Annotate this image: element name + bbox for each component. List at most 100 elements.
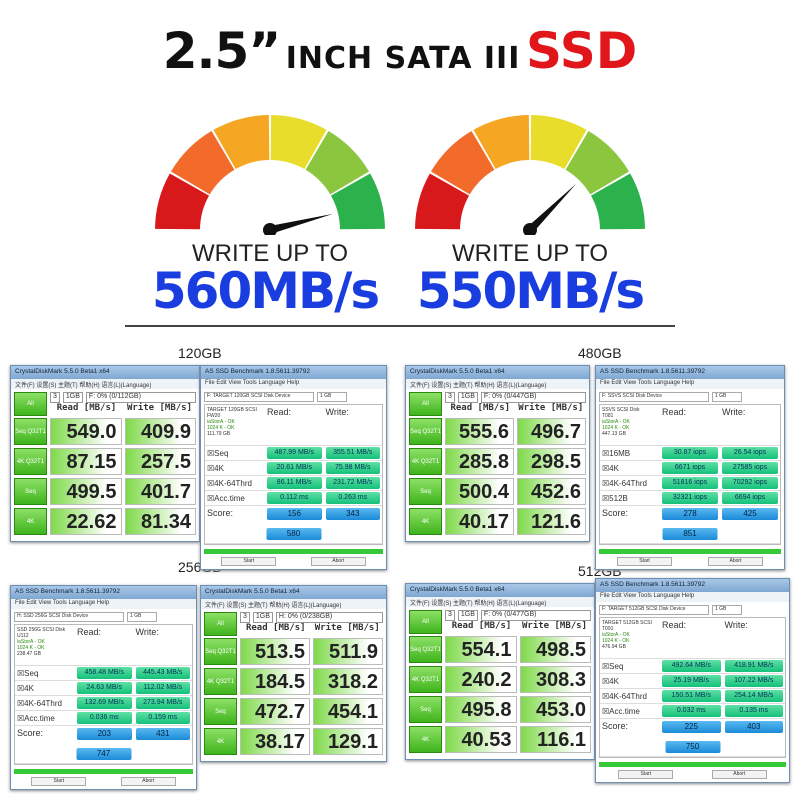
test-button[interactable]: 4K Q32T1	[409, 666, 442, 693]
test-button[interactable]: 4K	[409, 508, 442, 535]
menu-bar[interactable]: 文件(F) 设置(S) 主题(T) 帮助(H) 语言(L)(Language)	[201, 599, 386, 609]
count-select[interactable]: 3	[50, 392, 60, 403]
checkbox-icon[interactable]: ☒	[602, 478, 610, 488]
abort-button[interactable]: Abort	[708, 557, 763, 566]
test-button[interactable]: 4K	[14, 508, 47, 535]
test-checkbox[interactable]: ☒ 4K-64Thrd	[600, 476, 660, 490]
abort-button[interactable]: Abort	[310, 557, 366, 566]
test-checkbox[interactable]: ☒ Acc.time	[600, 704, 660, 718]
test-button[interactable]: Seq	[409, 478, 442, 505]
drive-select[interactable]: F: SSVS SCSI Disk Device	[599, 392, 709, 402]
device-info-line: iaStorA - OK	[207, 419, 235, 425]
test-checkbox[interactable]: ☒ 512B	[600, 491, 660, 505]
checkbox-icon[interactable]: ☒	[602, 661, 610, 671]
drive-select[interactable]: H: SSD 256G SCSI Disk Device	[14, 612, 124, 622]
checkbox-icon[interactable]: ☒	[17, 698, 25, 708]
all-button[interactable]: All	[409, 610, 442, 634]
test-checkbox[interactable]: ☒ Acc.time	[205, 491, 265, 505]
checkbox-icon[interactable]: ☒	[17, 683, 25, 693]
result-row: Seq 472.7 454.1	[204, 698, 383, 725]
test-checkbox[interactable]: ☒ 4K	[600, 674, 660, 688]
menu-bar[interactable]: File Edit View Tools Language Help	[201, 379, 386, 389]
test-name: Seq	[24, 668, 39, 678]
size-select[interactable]: 1 GB	[712, 605, 742, 615]
start-button[interactable]: Start	[221, 557, 277, 566]
menu-bar[interactable]: 文件(F) 设置(S) 主题(T) 帮助(H) 语言(L)(Language)	[406, 379, 589, 389]
checkbox-icon[interactable]: ☒	[17, 713, 25, 723]
size-select[interactable]: 1GB	[457, 392, 478, 403]
test-checkbox[interactable]: ☒ 4K	[600, 461, 660, 475]
size-select[interactable]: 1 GB	[317, 392, 347, 402]
drive-select[interactable]: F: TARGET 120GB SCSI Disk Device	[204, 392, 314, 402]
checkbox-icon[interactable]: ☒	[17, 668, 25, 678]
abort-button[interactable]: Abort	[711, 770, 767, 779]
write-value: 453.0	[519, 696, 591, 723]
size-select[interactable]: 1GB	[62, 392, 83, 403]
test-checkbox[interactable]: ☒ Acc.time	[15, 711, 75, 725]
drive-select[interactable]: H: 0% (0/238GB)	[275, 612, 383, 623]
checkbox-icon[interactable]: ☒	[207, 493, 215, 503]
test-button[interactable]: 4K	[409, 726, 442, 753]
test-button[interactable]: 4K Q32T1	[204, 668, 237, 695]
drive-select[interactable]: F: TARGET 512GB SCSI Disk Device	[599, 605, 709, 615]
count-select[interactable]: 3	[240, 612, 250, 623]
size-select[interactable]: 1GB	[457, 610, 478, 621]
menu-bar[interactable]: File Edit View Tools Language Help	[11, 599, 196, 609]
size-select[interactable]: 1 GB	[712, 392, 742, 402]
test-button[interactable]: 4K Q32T1	[409, 448, 442, 475]
checkbox-icon[interactable]: ☒	[207, 448, 215, 458]
start-button[interactable]: Start	[31, 777, 87, 786]
result-row: 4K Q32T1 184.5 318.2	[204, 668, 383, 695]
column-headers: Read [MB/s] Write [MB/s]	[50, 403, 196, 416]
write-value: 121.6	[517, 508, 586, 535]
device-info: TARGET 512GB SCSI T091 iaStorA - OK 1024 K …	[600, 618, 660, 658]
test-button[interactable]: 4K Q32T1	[14, 448, 47, 475]
all-button[interactable]: All	[409, 392, 442, 416]
start-button[interactable]: Start	[617, 557, 672, 566]
checkbox-icon[interactable]: ☒	[602, 706, 610, 716]
test-checkbox[interactable]: ☒ 16MB	[600, 446, 660, 460]
start-button[interactable]: Start	[618, 770, 674, 779]
checkbox-icon[interactable]: ☒	[602, 676, 610, 686]
write-cell: 75.98 MB/s	[324, 461, 383, 475]
write-value: 107.22 MB/s	[724, 675, 783, 687]
test-checkbox[interactable]: ☒ 4K-64Thrd	[205, 476, 265, 490]
test-checkbox[interactable]: ☒ Seq	[205, 446, 265, 460]
menu-bar[interactable]: File Edit View Tools Language Help	[596, 379, 784, 389]
test-checkbox[interactable]: ☒ 4K-64Thrd	[600, 689, 660, 703]
menu-bar[interactable]: 文件(F) 设置(S) 主题(T) 帮助(H) 语言(L)(Language)	[406, 597, 594, 607]
checkbox-icon[interactable]: ☒	[602, 463, 610, 473]
menu-bar[interactable]: 文件(F) 设置(S) 主题(T) 帮助(H) 语言(L)(Language)	[11, 379, 199, 389]
size-select[interactable]: 1 GB	[127, 612, 157, 622]
test-button[interactable]: Seq Q32T1	[14, 418, 47, 445]
drive-select[interactable]: F: 0% (0/447GB)	[480, 392, 586, 403]
test-checkbox[interactable]: ☒ 4K	[15, 681, 75, 695]
read-cell: 0.032 ms	[660, 704, 723, 718]
checkbox-icon[interactable]: ☒	[207, 478, 215, 488]
drive-select[interactable]: F: 0% (0/112GB)	[85, 392, 196, 403]
abort-button[interactable]: Abort	[120, 777, 176, 786]
test-button[interactable]: Seq Q32T1	[204, 638, 237, 665]
test-button[interactable]: Seq	[409, 696, 442, 723]
test-button[interactable]: Seq Q32T1	[409, 418, 442, 445]
test-button[interactable]: 4K	[204, 728, 237, 755]
test-checkbox[interactable]: ☒ Seq	[600, 659, 660, 673]
test-button[interactable]: Seq	[204, 698, 237, 725]
test-checkbox[interactable]: ☒ Seq	[15, 666, 75, 680]
count-select[interactable]: 3	[445, 610, 455, 621]
write-cell: 355.51 MB/s	[324, 446, 383, 460]
all-button[interactable]: All	[14, 392, 47, 416]
test-checkbox[interactable]: ☒ 4K	[205, 461, 265, 475]
all-button[interactable]: All	[204, 612, 237, 636]
count-select[interactable]: 3	[445, 392, 455, 403]
test-checkbox[interactable]: ☒ 4K-64Thrd	[15, 696, 75, 710]
size-select[interactable]: 1GB	[252, 612, 273, 623]
checkbox-icon[interactable]: ☒	[602, 493, 610, 503]
drive-select[interactable]: F: 0% (0/477GB)	[480, 610, 591, 621]
test-button[interactable]: Seq	[14, 478, 47, 505]
checkbox-icon[interactable]: ☒	[207, 463, 215, 473]
checkbox-icon[interactable]: ☒	[602, 448, 610, 458]
checkbox-icon[interactable]: ☒	[602, 691, 610, 701]
menu-bar[interactable]: File Edit View Tools Language Help	[596, 592, 789, 602]
test-button[interactable]: Seq Q32T1	[409, 636, 442, 663]
